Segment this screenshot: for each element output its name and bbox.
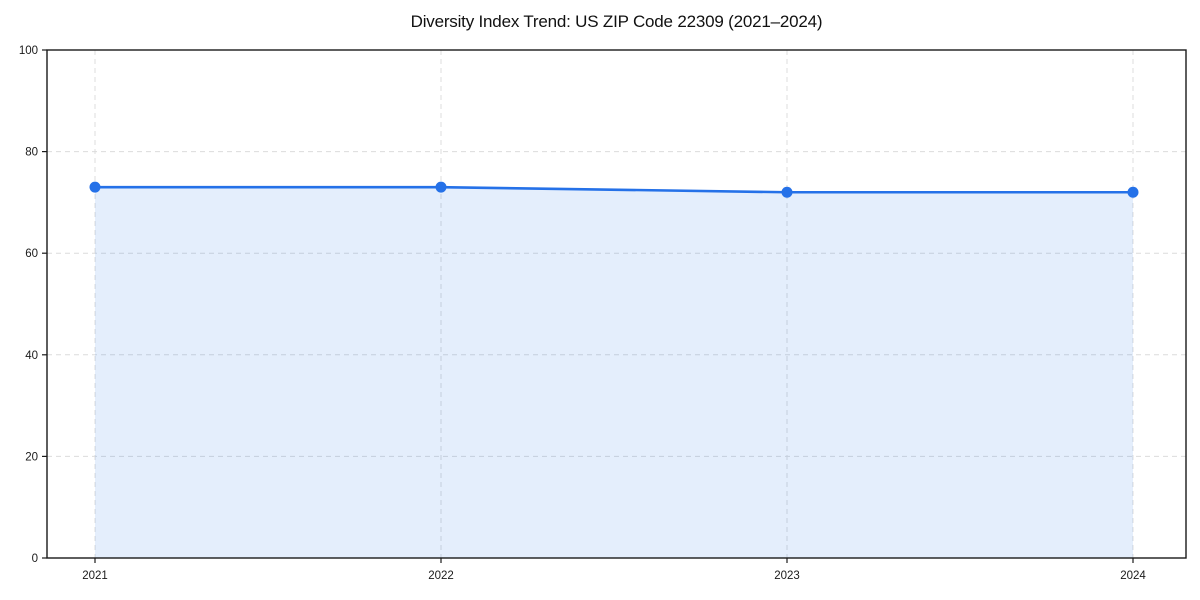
x-axis-tick-label: 2021	[82, 570, 108, 582]
series-area-fill	[95, 187, 1133, 558]
data-point-marker	[435, 181, 447, 193]
chart-title: Diversity Index Trend: US ZIP Code 22309…	[410, 12, 823, 31]
y-axis-tick-label: 40	[25, 350, 38, 362]
x-axis-tick-label: 2022	[428, 570, 454, 582]
y-axis-tick-label: 80	[25, 147, 38, 159]
y-axis-tick-label: 0	[32, 553, 38, 565]
y-axis-tick-label: 100	[19, 45, 38, 57]
data-point-marker	[89, 181, 101, 193]
x-axis-tick-label: 2023	[774, 570, 800, 582]
y-axis-tick-label: 60	[25, 248, 38, 260]
data-point-marker	[781, 186, 793, 198]
data-point-marker	[1127, 186, 1139, 198]
x-axis-tick-label: 2024	[1120, 570, 1146, 582]
series-line	[93, 185, 1135, 194]
plot-border	[46, 49, 1187, 559]
y-axis-tick-label: 20	[25, 451, 38, 463]
